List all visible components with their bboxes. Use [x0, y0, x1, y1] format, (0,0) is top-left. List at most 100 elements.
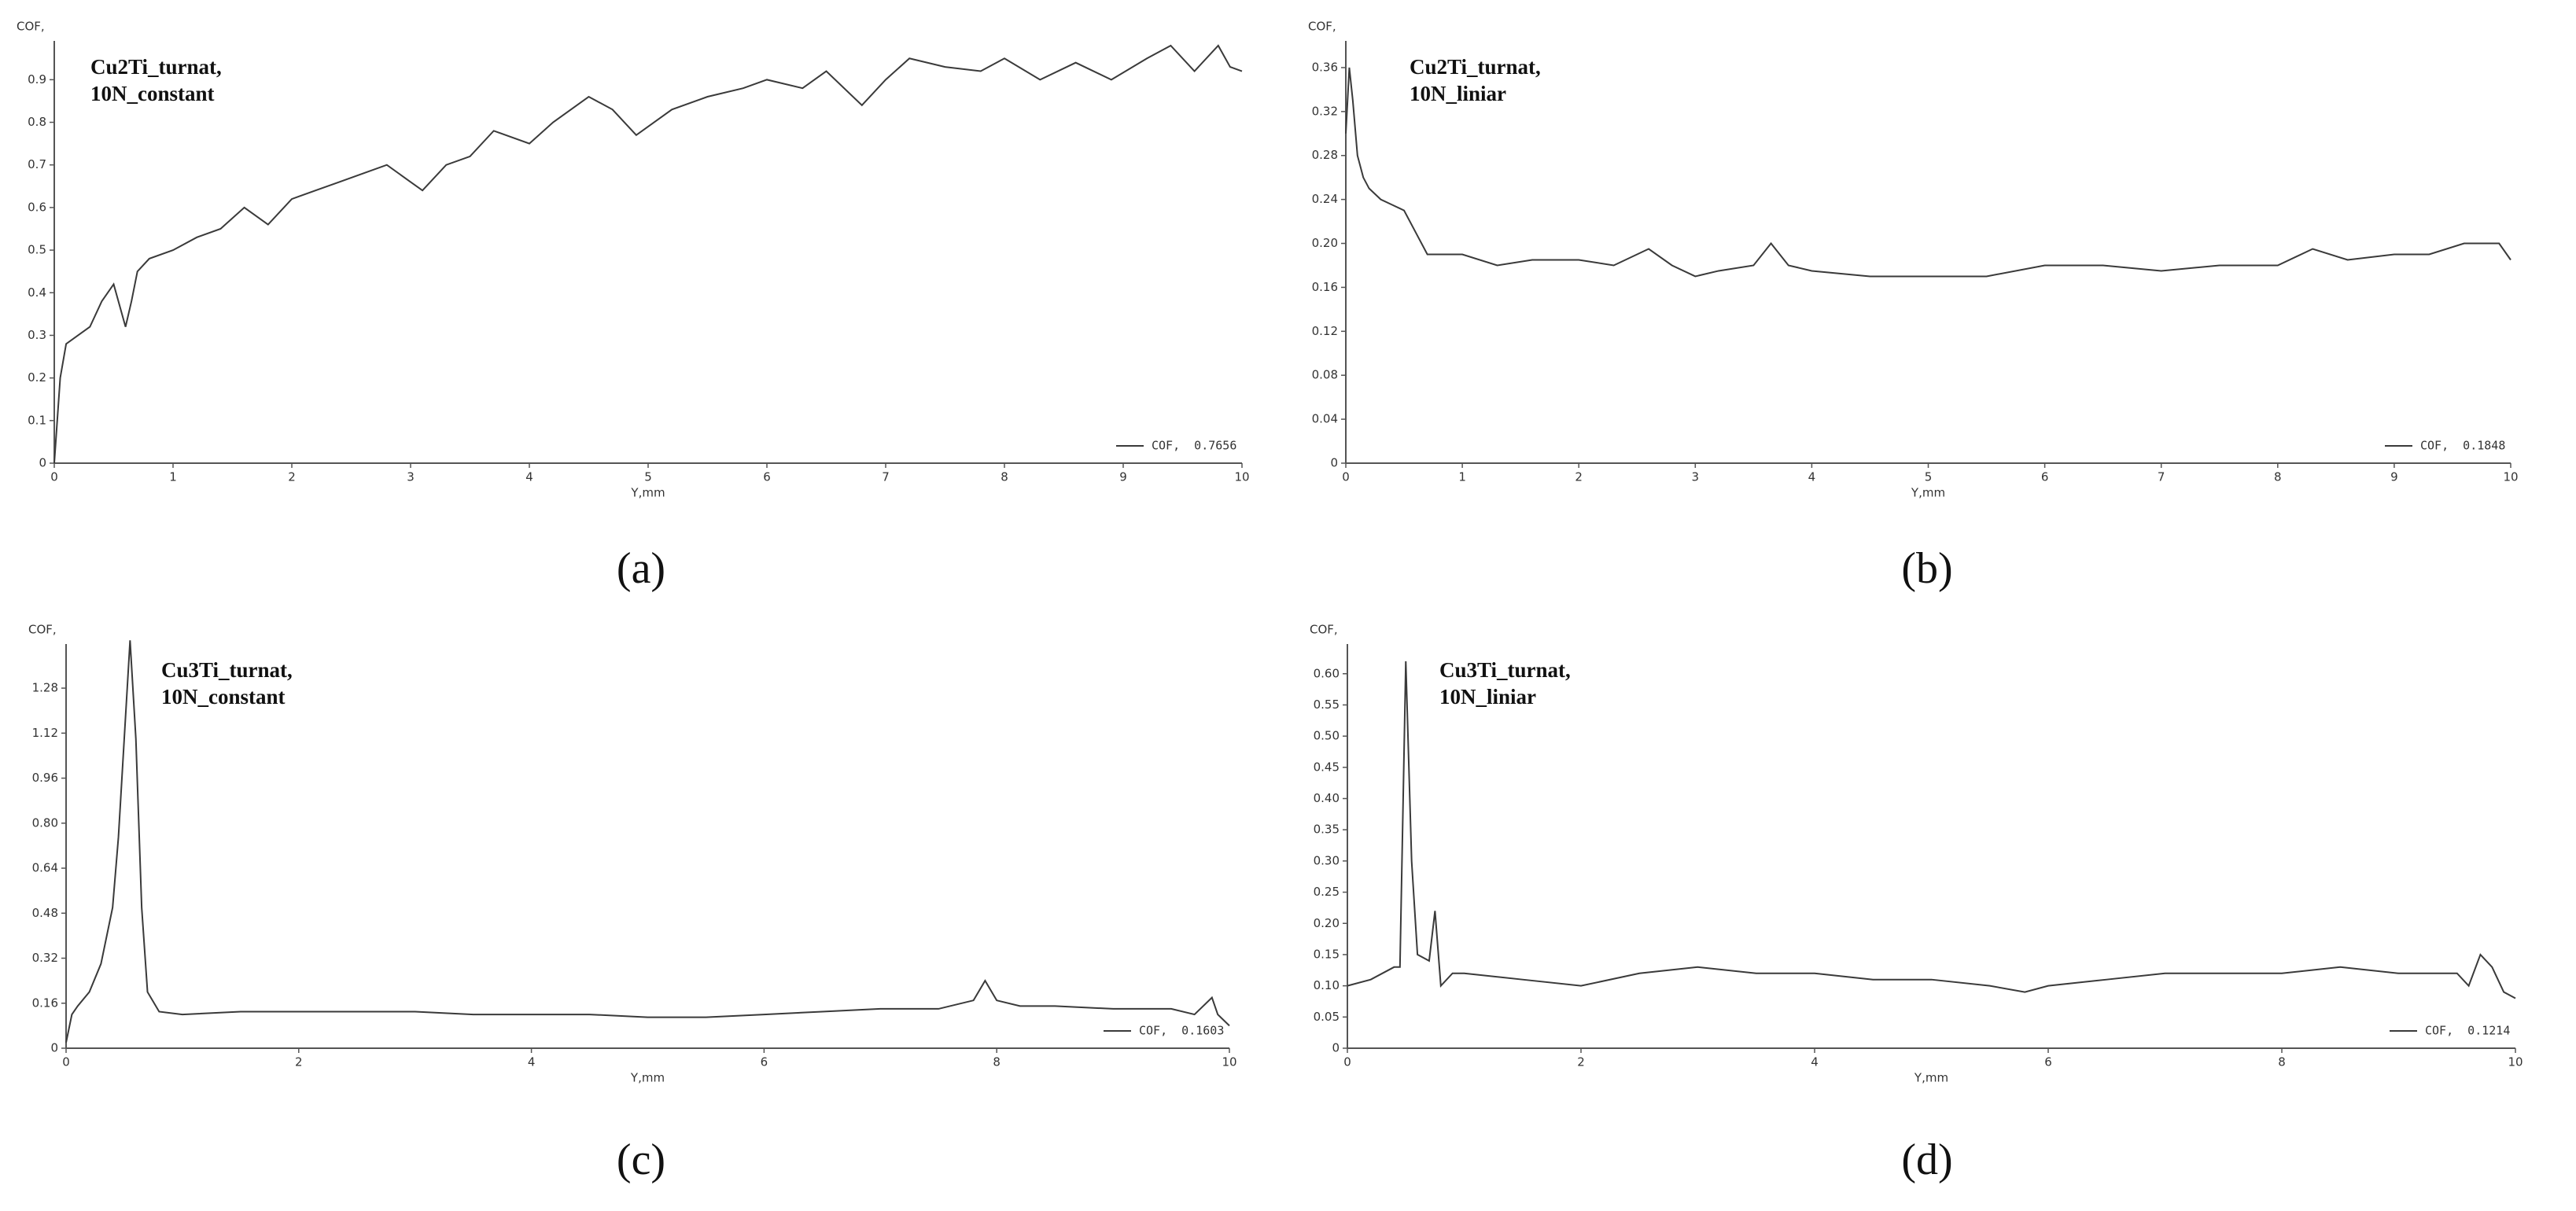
y-tick-label: 0.08	[1312, 368, 1338, 382]
x-tick-label: 8	[2278, 1055, 2286, 1069]
y-tick-label: 0.20	[1314, 916, 1340, 930]
x-tick-label: 7	[882, 470, 890, 484]
x-tick-label: 5	[1925, 470, 1933, 484]
x-tick-label: 2	[295, 1055, 303, 1069]
y-tick-label: 0.16	[1312, 280, 1338, 294]
y-tick-label: 0.60	[1314, 666, 1340, 680]
y-tick-label: 0.1	[28, 413, 46, 427]
x-tick-label: 6	[761, 1055, 768, 1069]
y-tick-label: 0.5	[28, 243, 46, 257]
y-tick-label: 0.48	[32, 906, 58, 920]
y-tick-label: 0.2	[28, 370, 46, 385]
x-tick-label: 2	[1577, 1055, 1585, 1069]
x-tick-label: 3	[1692, 470, 1700, 484]
x-axis-label: Y,mm	[630, 486, 665, 500]
data-line	[65, 640, 1230, 1044]
y-tick-label: 0.3	[28, 328, 46, 342]
y-tick-label: 0.32	[32, 951, 58, 965]
y-tick-label: 0.36	[1312, 60, 1338, 74]
y-tick-label: 0.8	[28, 115, 46, 129]
x-tick-label: 9	[1119, 470, 1127, 484]
x-tick-label: 6	[2041, 470, 2049, 484]
y-axis-label: COF,	[1308, 20, 1336, 34]
annotation: Cu2Ti_turnat,	[90, 55, 222, 79]
x-tick-label: 0	[50, 470, 58, 484]
y-tick-label: 0.9	[28, 72, 46, 86]
x-tick-label: 0	[1342, 470, 1350, 484]
x-tick-label: 7	[2158, 470, 2165, 484]
y-tick-label: 0.24	[1312, 192, 1338, 206]
y-tick-label: 0.80	[32, 815, 58, 830]
x-tick-label: 8	[993, 1055, 1001, 1069]
x-tick-label: 2	[288, 470, 296, 484]
chart-panel: 0 0.04 0.08 0.12 0.16 0.20 0.24 0.28 0.32 0.36 0 1 2…	[1308, 20, 2519, 593]
y-tick-label: 0.30	[1314, 853, 1340, 867]
x-tick-label: 10	[2503, 470, 2518, 484]
x-axis-label: Y,mm	[1911, 486, 1945, 500]
y-tick-label: 0	[1332, 1041, 1340, 1055]
y-tick-label: 0.25	[1314, 885, 1340, 899]
chart-panel: 0 0.16 0.32 0.48 0.64 0.80 0.96 1.12 1.28 0 2 4 6 8 10…	[28, 623, 1237, 1184]
panel-label: (c)	[617, 1136, 665, 1184]
y-tick-label: 0.16	[32, 996, 58, 1010]
annotation: 10N_constant	[161, 685, 286, 709]
legend-label: COF, 0.1848	[2420, 439, 2505, 453]
panel-label: (a)	[617, 544, 665, 593]
panel-label: (d)	[1901, 1136, 1952, 1184]
legend-label: COF, 0.7656	[1152, 439, 1236, 453]
y-axis-label: COF,	[28, 623, 57, 637]
y-axis-label: COF,	[1310, 623, 1338, 637]
data-line	[1345, 67, 2512, 278]
x-tick-label: 3	[407, 470, 415, 484]
annotation: Cu3Ti_turnat,	[1439, 658, 1571, 682]
y-tick-label: 0.7	[28, 157, 46, 171]
y-tick-label: 0.10	[1314, 978, 1340, 992]
y-tick-label: 0.05	[1314, 1010, 1340, 1024]
data-line	[53, 44, 1243, 464]
chart-panel: 0 0.05 0.10 0.15 0.20 0.25 0.30 0.35 0.40 0.45 0.5…	[1310, 623, 2523, 1184]
y-tick-label: 0.55	[1314, 698, 1340, 712]
x-tick-label: 1	[1458, 470, 1466, 484]
y-tick-label: 0	[39, 456, 46, 470]
x-tick-label: 6	[763, 470, 771, 484]
legend-label: COF, 0.1603	[1139, 1024, 1224, 1038]
y-tick-label: 0.35	[1314, 823, 1340, 837]
x-tick-label: 2	[1575, 470, 1583, 484]
y-axis-label: COF,	[17, 20, 45, 34]
y-tick-label: 0.04	[1312, 412, 1338, 426]
x-tick-label: 4	[525, 470, 533, 484]
annotation: 10N_liniar	[1410, 82, 1506, 105]
x-tick-label: 4	[1811, 1055, 1819, 1069]
annotation: 10N_constant	[90, 82, 215, 105]
y-tick-label: 0.12	[1312, 324, 1338, 338]
x-tick-label: 9	[2390, 470, 2398, 484]
y-tick-label: 0.96	[32, 771, 58, 785]
y-tick-label: 0.4	[28, 285, 46, 300]
x-tick-label: 0	[1343, 1055, 1351, 1069]
y-tick-label: 0.32	[1312, 104, 1338, 118]
chart-panel: 0 0.1 0.2 0.3 0.4 0.5 0.6 0.7 0.8 0.9 0 1 2 3 4 5 6 7 8 9 10…	[17, 20, 1250, 593]
x-tick-label: 8	[2274, 470, 2282, 484]
y-tick-label: 0.6	[28, 200, 46, 214]
y-tick-label: 0.28	[1312, 148, 1338, 162]
y-tick-label: 0.64	[32, 861, 58, 875]
annotation: Cu3Ti_turnat,	[161, 658, 293, 682]
x-tick-label: 10	[1222, 1055, 1236, 1069]
x-tick-label: 1	[169, 470, 177, 484]
y-tick-label: 0.50	[1314, 729, 1340, 743]
x-tick-label: 5	[644, 470, 652, 484]
y-tick-label: 1.12	[32, 726, 58, 740]
y-tick-label: 0.45	[1314, 760, 1340, 774]
x-tick-label: 4	[1808, 470, 1816, 484]
y-tick-label: 0	[50, 1041, 58, 1055]
y-tick-label: 0.40	[1314, 791, 1340, 805]
x-tick-label: 10	[2508, 1055, 2523, 1069]
legend-label: COF, 0.1214	[2425, 1024, 2510, 1038]
y-tick-label: 0	[1330, 456, 1338, 470]
data-line	[1347, 661, 2516, 999]
y-tick-label: 0.15	[1314, 947, 1340, 961]
x-axis-label: Y,mm	[1914, 1071, 1948, 1085]
panel-label: (b)	[1901, 544, 1952, 593]
x-tick-label: 10	[1234, 470, 1249, 484]
